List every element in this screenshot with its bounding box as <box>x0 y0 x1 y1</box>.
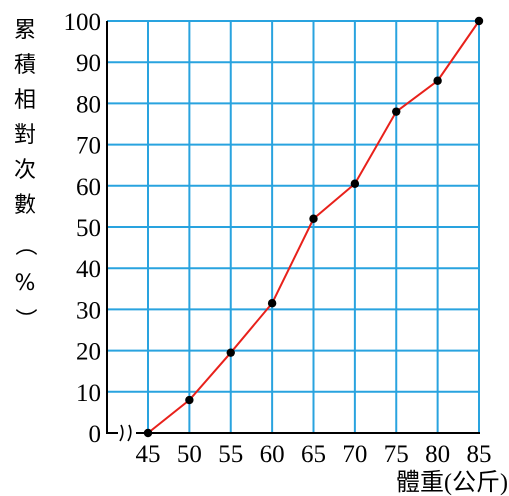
y-tick-labels: 0 10 20 30 40 50 60 70 80 90 100 <box>64 9 102 448</box>
y-tick-label: 100 <box>64 9 102 36</box>
x-tick-label: 45 <box>136 441 161 468</box>
y-axis-title-char: 次 <box>14 158 36 183</box>
axis-break-mark <box>127 424 132 442</box>
y-axis-title-char: 相 <box>14 88 36 113</box>
x-tick-label: 60 <box>260 441 285 468</box>
x-tick-label: 85 <box>467 441 492 468</box>
axis-break-mark <box>119 424 124 442</box>
axes <box>106 21 480 442</box>
x-tick-labels: 45 50 55 60 65 70 75 80 85 <box>136 441 492 468</box>
y-tick-label: 70 <box>76 133 101 160</box>
x-tick-label: 65 <box>301 441 326 468</box>
data-point <box>185 395 194 405</box>
data-point <box>392 107 401 116</box>
series-points <box>143 16 484 438</box>
y-tick-label: 90 <box>76 50 101 77</box>
x-tick-label: 55 <box>218 441 243 468</box>
y-axis-title-char: % <box>15 271 36 296</box>
data-point <box>433 76 442 85</box>
y-axis-title-char: （ <box>12 234 37 256</box>
y-axis-title-char: 積 <box>14 53 36 78</box>
x-tick-label: 80 <box>425 441 450 468</box>
y-tick-label: 30 <box>76 297 101 324</box>
data-point <box>309 214 318 223</box>
y-axis-title-char: 對 <box>14 123 36 148</box>
y-tick-label: 20 <box>76 339 101 366</box>
x-tick-label: 75 <box>384 441 409 468</box>
data-point <box>267 299 277 308</box>
y-tick-label: 0 <box>89 421 102 448</box>
grid <box>106 20 480 433</box>
y-tick-label: 10 <box>76 380 101 407</box>
data-point <box>350 179 360 188</box>
y-axis-title-char: 累 <box>14 18 36 43</box>
y-tick-label: 80 <box>76 91 101 118</box>
x-tick-label: 50 <box>177 441 202 468</box>
data-point <box>143 428 153 438</box>
y-axis-title-char: ） <box>12 308 37 330</box>
x-axis-title: 體重(公斤) <box>396 469 508 496</box>
data-point <box>474 16 484 26</box>
x-tick-label: 70 <box>342 441 367 468</box>
y-tick-label: 60 <box>76 174 101 201</box>
y-tick-label: 40 <box>76 256 101 283</box>
y-tick-label: 50 <box>76 215 101 242</box>
y-axis-title-char: 數 <box>14 193 36 218</box>
data-point <box>226 348 235 357</box>
